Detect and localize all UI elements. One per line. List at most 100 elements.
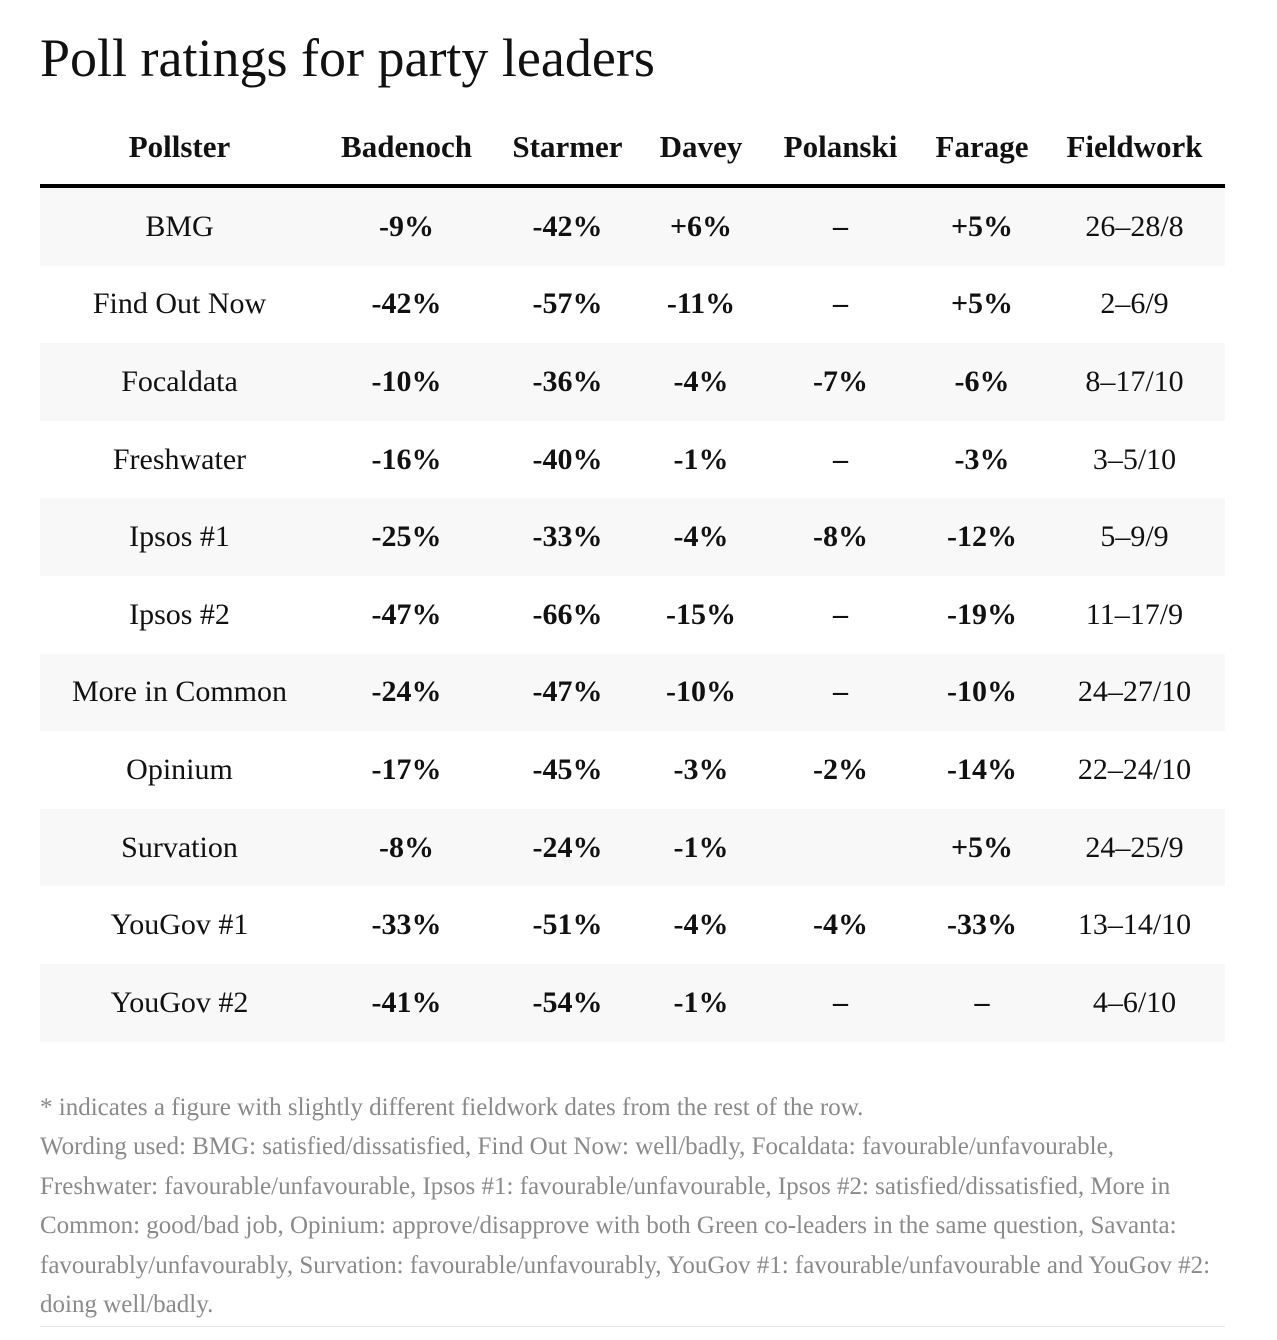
cell-davey: -1% bbox=[641, 963, 761, 1042]
table-row: Find Out Now -42% -57% -11% – +5% 2–6/9 bbox=[40, 265, 1225, 344]
cell-davey: -4% bbox=[641, 343, 761, 421]
cell-starmer: -24% bbox=[494, 808, 641, 887]
cell-davey: -15% bbox=[641, 575, 761, 654]
cell-polanski: – bbox=[761, 653, 920, 732]
cell-badenoch: -42% bbox=[319, 265, 494, 344]
column-header-davey: Davey bbox=[641, 110, 761, 188]
cell-fieldwork: 22–24/10 bbox=[1044, 731, 1225, 809]
table-row: YouGov #1 -33% -51% -4% -4% -33% 13–14/10 bbox=[40, 886, 1225, 964]
cell-badenoch: -25% bbox=[319, 498, 494, 576]
cell-polanski: – bbox=[761, 186, 920, 266]
header-row: Pollster Badenoch Starmer Davey Polanski… bbox=[40, 110, 1225, 188]
cell-fieldwork: 24–25/9 bbox=[1044, 808, 1225, 887]
table-row: YouGov #2 -41% -54% -1% – –4–6/10 bbox=[40, 963, 1225, 1042]
cell-starmer: -66% bbox=[494, 575, 641, 654]
cell-davey: -3% bbox=[641, 731, 761, 809]
cell-badenoch: -33% bbox=[319, 886, 494, 964]
cell-farage: -3% bbox=[920, 420, 1044, 499]
column-header-farage: Farage bbox=[920, 110, 1044, 188]
cell-polanski: – bbox=[761, 963, 920, 1042]
cell-farage: +5% bbox=[920, 186, 1044, 266]
cell-polanski: – bbox=[761, 575, 920, 654]
cell-davey: -10% bbox=[641, 653, 761, 732]
table-row: Focaldata -10% -36% -4% -7% -6% 8–17/10 bbox=[40, 343, 1225, 421]
cell-pollster: BMG bbox=[40, 186, 319, 266]
cell-fieldwork: 4–6/10 bbox=[1044, 963, 1225, 1042]
wording-note: Wording used: BMG: satisfied/dissatisfie… bbox=[40, 1133, 1211, 1319]
table-row: Ipsos #1 -25% -33% -4% -8% -12% 5–9/9 bbox=[40, 498, 1225, 576]
cell-pollster: Opinium bbox=[40, 731, 319, 809]
cell-pollster: More in Common bbox=[40, 653, 319, 732]
cell-polanski bbox=[761, 808, 920, 887]
column-header-starmer: Starmer bbox=[494, 110, 641, 188]
cell-pollster: Ipsos #1 bbox=[40, 498, 319, 576]
cell-pollster: Find Out Now bbox=[40, 265, 319, 344]
cell-polanski: -8% bbox=[761, 498, 920, 576]
table-row: More in Common -24% -47% -10% – -10% 24–27/10 bbox=[40, 653, 1225, 732]
poll-table: Pollster Badenoch Starmer Davey Polanski… bbox=[40, 110, 1225, 1042]
table-row: Opinium -17% -45% -3% -2% -14% 22–24/10 bbox=[40, 731, 1225, 809]
cell-farage: +5% bbox=[920, 808, 1044, 887]
cell-pollster: Focaldata bbox=[40, 343, 319, 421]
cell-starmer: -33% bbox=[494, 498, 641, 576]
cell-polanski: – bbox=[761, 265, 920, 344]
cell-farage: -33% bbox=[920, 886, 1044, 964]
cell-farage: -12% bbox=[920, 498, 1044, 576]
footnotes: * indicates a figure with slightly diffe… bbox=[40, 1088, 1225, 1328]
cell-polanski: -2% bbox=[761, 731, 920, 809]
table-row: BMG -9% -42% +6% – +5% 26–28/8 bbox=[40, 186, 1225, 266]
cell-fieldwork: 26–28/8 bbox=[1044, 186, 1225, 266]
cell-badenoch: -10% bbox=[319, 343, 494, 421]
table-row: Survation -8% -24% -1% +5% 24–25/9 bbox=[40, 808, 1225, 887]
cell-starmer: -54% bbox=[494, 963, 641, 1042]
cell-farage: – bbox=[920, 963, 1044, 1042]
cell-starmer: -51% bbox=[494, 886, 641, 964]
cell-starmer: -42% bbox=[494, 186, 641, 266]
cell-fieldwork: 11–17/9 bbox=[1044, 575, 1225, 654]
cell-pollster: Freshwater bbox=[40, 420, 319, 499]
cell-farage: -14% bbox=[920, 731, 1044, 809]
cell-pollster: Survation bbox=[40, 808, 319, 887]
cell-fieldwork: 2–6/9 bbox=[1044, 265, 1225, 344]
cell-fieldwork: 13–14/10 bbox=[1044, 886, 1225, 964]
cell-pollster: Ipsos #2 bbox=[40, 575, 319, 654]
cell-farage: +5% bbox=[920, 265, 1044, 344]
cell-badenoch: -17% bbox=[319, 731, 494, 809]
cell-farage: -10% bbox=[920, 653, 1044, 732]
cell-starmer: -57% bbox=[494, 265, 641, 344]
table-body: BMG -9% -42% +6% – +5% 26–28/8 Find Out Now -42%… bbox=[40, 186, 1225, 1042]
column-header-badenoch: Badenoch bbox=[319, 110, 494, 188]
cell-davey: -1% bbox=[641, 420, 761, 499]
cell-badenoch: -24% bbox=[319, 653, 494, 732]
cell-badenoch: -8% bbox=[319, 808, 494, 887]
column-header-fieldwork: Fieldwork bbox=[1044, 110, 1225, 188]
cell-pollster: YouGov #2 bbox=[40, 963, 319, 1042]
cell-farage: -6% bbox=[920, 343, 1044, 421]
cell-davey: +6% bbox=[641, 186, 761, 266]
cell-pollster: YouGov #1 bbox=[40, 886, 319, 964]
asterisk-note: * indicates a figure with slightly diffe… bbox=[40, 1094, 864, 1121]
cell-davey: -4% bbox=[641, 498, 761, 576]
cell-polanski: – bbox=[761, 420, 920, 499]
cell-fieldwork: 24–27/10 bbox=[1044, 653, 1225, 732]
cell-starmer: -36% bbox=[494, 343, 641, 421]
cell-starmer: -47% bbox=[494, 653, 641, 732]
cell-farage: -19% bbox=[920, 575, 1044, 654]
table-row: Ipsos #2 -47% -66% -15% – -19% 11–17/9 bbox=[40, 575, 1225, 654]
cell-badenoch: -41% bbox=[319, 963, 494, 1042]
cell-starmer: -45% bbox=[494, 731, 641, 809]
cell-polanski: -4% bbox=[761, 886, 920, 964]
cell-polanski: -7% bbox=[761, 343, 920, 421]
cell-davey: -11% bbox=[641, 265, 761, 344]
cell-badenoch: -9% bbox=[319, 186, 494, 266]
column-header-pollster: Pollster bbox=[40, 110, 319, 188]
cell-badenoch: -16% bbox=[319, 420, 494, 499]
cell-fieldwork: 5–9/9 bbox=[1044, 498, 1225, 576]
cell-davey: -1% bbox=[641, 808, 761, 887]
cell-davey: -4% bbox=[641, 886, 761, 964]
table-row: Freshwater -16% -40% -1% – -3% 3–5/10 bbox=[40, 420, 1225, 499]
column-header-polanski: Polanski bbox=[761, 110, 920, 188]
page-title: Poll ratings for party leaders bbox=[40, 28, 655, 88]
cell-starmer: -40% bbox=[494, 420, 641, 499]
cell-badenoch: -47% bbox=[319, 575, 494, 654]
